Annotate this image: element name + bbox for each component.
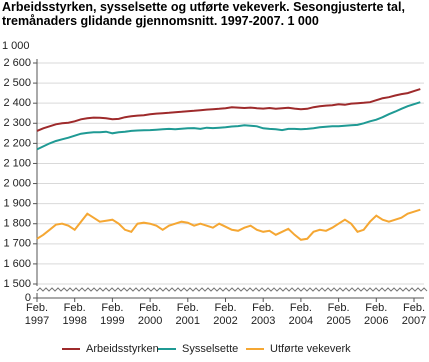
x-tick-label: Feb. 1998 — [62, 302, 87, 327]
series-line — [36, 88, 421, 132]
y-tick-label: 2 300 — [3, 117, 31, 129]
x-tick-label: Feb. 1999 — [100, 302, 125, 327]
chart-title: Arbeidsstyrken, sysselsette og utførte v… — [2, 0, 405, 28]
y-tick-label: 2 200 — [3, 137, 31, 149]
y-tick-label: 1 600 — [3, 258, 31, 270]
y-tick-label: 2 600 — [3, 57, 31, 69]
legend-label: Arbeidsstyrken — [86, 343, 159, 355]
legend-label: Utførte vekeverk — [270, 343, 351, 355]
axis-break-mask — [31, 286, 426, 293]
axis-break — [36, 287, 428, 292]
x-tick-label: Feb. 1997 — [24, 302, 50, 327]
x-tick-label: Feb. 2007 — [401, 302, 427, 327]
y-tick-label: 1 700 — [3, 238, 31, 250]
x-tick-label: Feb. 2000 — [137, 302, 163, 327]
x-tick-label: Feb. 2005 — [326, 302, 351, 327]
y-tick-label: 1 800 — [3, 218, 31, 230]
y-tick-label: 1 900 — [3, 198, 31, 210]
legend-label: Sysselsette — [182, 343, 238, 355]
x-tick-label: Feb. 2002 — [213, 302, 238, 327]
y-unit: 1 000 — [2, 40, 30, 52]
x-tick-label: Feb. 2004 — [288, 302, 314, 327]
x-tick-label: Feb. 2006 — [364, 302, 389, 327]
y-tick-label: 2 400 — [3, 97, 31, 109]
series-line — [36, 208, 421, 241]
x-tick-label: Feb. 2003 — [250, 302, 276, 327]
x-tick-label: Feb. 2001 — [175, 302, 201, 327]
y-tick-label: 2 000 — [3, 177, 31, 189]
series-line — [36, 101, 421, 151]
y-tick-label: 2 500 — [3, 77, 31, 89]
y-tick-label: 1 500 — [3, 278, 31, 290]
y-tick-label: 2 100 — [3, 157, 31, 169]
y-tick-label: 0 — [25, 292, 31, 304]
